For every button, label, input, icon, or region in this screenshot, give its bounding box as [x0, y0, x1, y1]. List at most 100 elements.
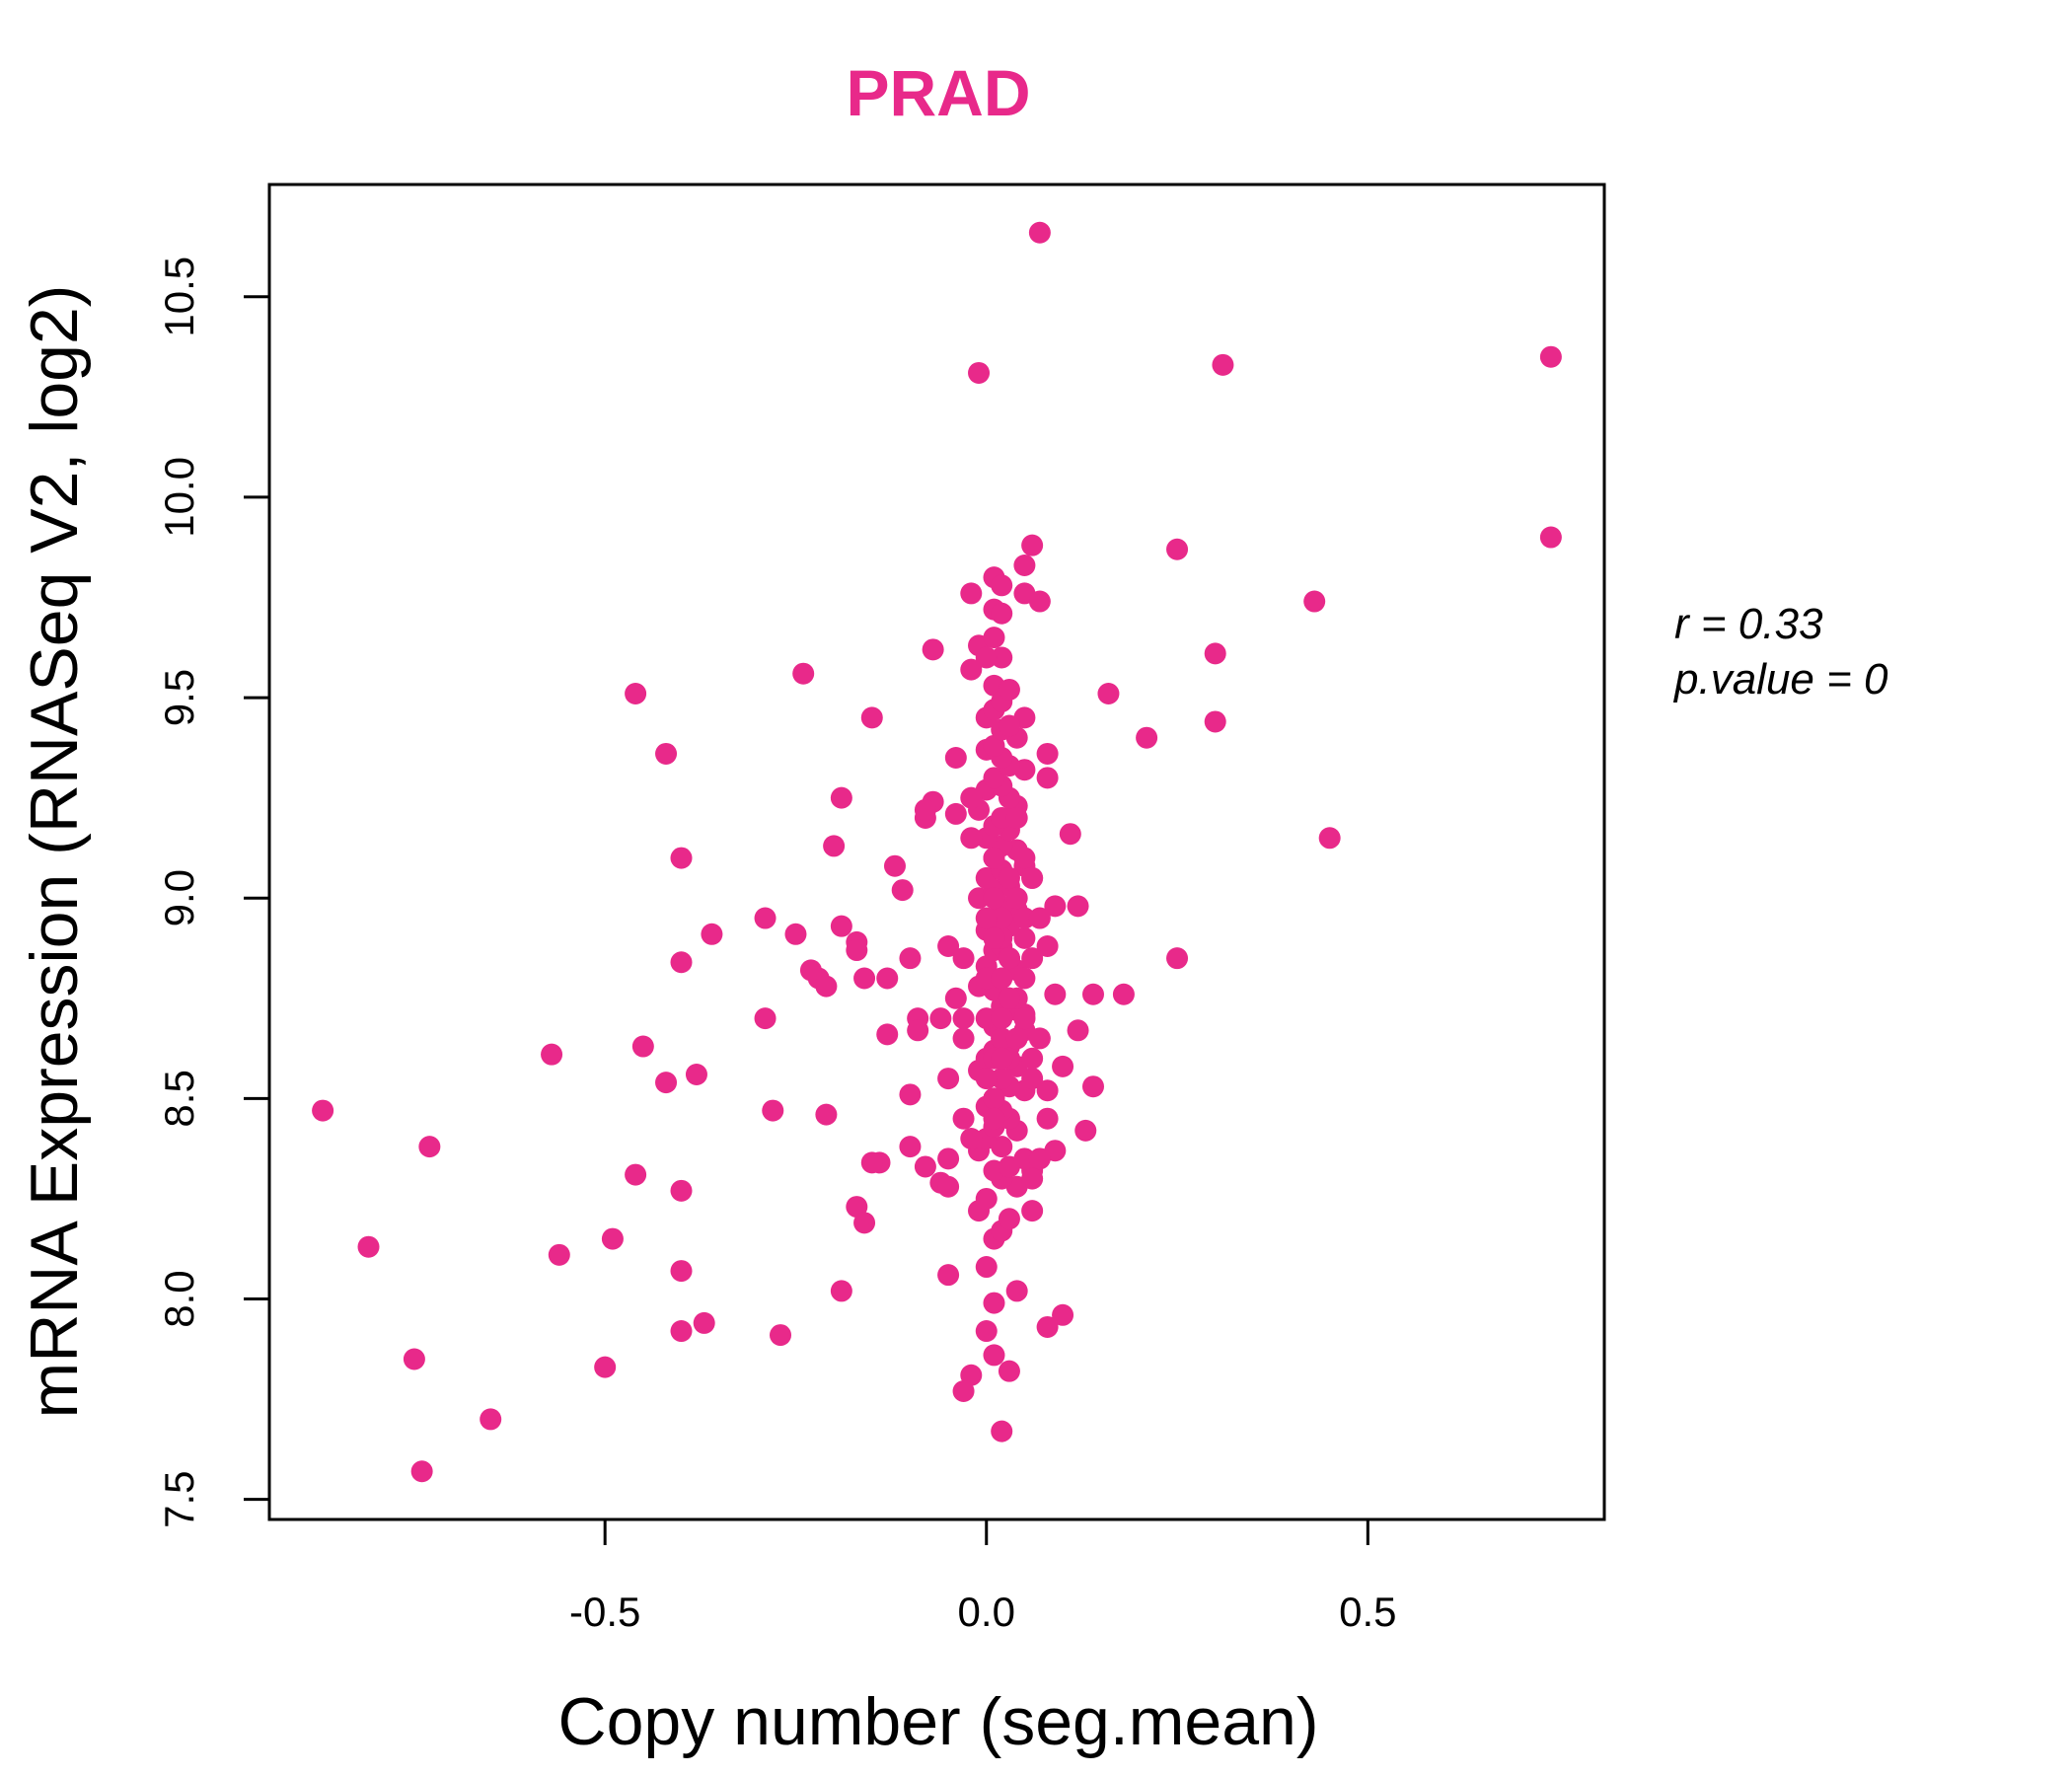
- data-point: [975, 1256, 998, 1279]
- data-point: [960, 827, 983, 850]
- data-point: [1539, 526, 1562, 549]
- data-point: [991, 1420, 1013, 1443]
- data-point: [1052, 1303, 1074, 1326]
- data-point: [883, 854, 906, 877]
- data-point: [1067, 1019, 1089, 1042]
- data-point: [1013, 926, 1036, 949]
- y-axis-label: mRNA Expression (RNASeq V2, log2): [17, 285, 92, 1419]
- data-point: [1021, 1200, 1044, 1222]
- data-point: [991, 1027, 1013, 1050]
- data-point: [1036, 1315, 1059, 1338]
- data-point: [991, 907, 1013, 929]
- data-point: [1318, 827, 1341, 850]
- data-point: [983, 627, 1005, 649]
- data-point: [1005, 1280, 1028, 1302]
- data-point: [983, 767, 1005, 789]
- data-point: [670, 1179, 693, 1202]
- y-axis: 7.5 8.0 8.5 9.0 9.5 10.0 10.5: [156, 257, 271, 1528]
- data-point: [685, 1064, 707, 1085]
- data-point: [1021, 1167, 1044, 1190]
- data-point: [655, 1072, 678, 1094]
- data-point: [1204, 710, 1226, 733]
- data-point: [784, 923, 807, 945]
- data-point: [418, 1136, 441, 1158]
- correlation-r-label: r = 0.33: [1674, 600, 1823, 648]
- data-point: [403, 1348, 425, 1370]
- data-point: [899, 947, 922, 970]
- data-point: [968, 361, 991, 384]
- data-point: [952, 1007, 975, 1030]
- data-point: [983, 926, 1005, 949]
- data-point: [983, 1087, 1005, 1110]
- data-point: [891, 879, 914, 902]
- x-axis-label: Copy number (seg.mean): [557, 1684, 1318, 1759]
- data-point: [631, 1035, 654, 1058]
- data-point: [998, 987, 1020, 1009]
- data-point: [998, 1360, 1020, 1382]
- data-point: [1013, 907, 1036, 929]
- data-point: [960, 658, 983, 681]
- data-point: [670, 951, 693, 974]
- data-point: [1097, 683, 1120, 705]
- data-point: [1074, 1119, 1097, 1142]
- data-point: [937, 1068, 960, 1090]
- x-axis: -0.5 0.0 0.5: [569, 1517, 1397, 1635]
- data-point: [860, 706, 883, 729]
- data-point: [770, 1324, 792, 1347]
- data-point: [853, 1212, 876, 1234]
- data-point: [1136, 726, 1158, 749]
- data-point: [937, 1264, 960, 1287]
- data-point: [907, 1019, 929, 1042]
- data-point: [922, 638, 944, 661]
- data-point: [983, 1292, 1005, 1314]
- data-point: [991, 646, 1013, 669]
- chart-title: PRAD: [846, 56, 1030, 129]
- data-point: [975, 967, 998, 990]
- x-tick-label: 0.5: [1339, 1589, 1396, 1635]
- data-point: [1112, 983, 1135, 1005]
- data-point: [1036, 742, 1059, 765]
- data-point: [998, 1208, 1020, 1230]
- data-point: [1028, 1147, 1051, 1170]
- y-tick-label: 10.0: [156, 457, 202, 538]
- data-point: [952, 1027, 975, 1050]
- data-point: [1052, 1055, 1074, 1077]
- data-point: [937, 1147, 960, 1170]
- plot-area-frame: [267, 183, 1606, 1521]
- y-tick-label: 7.5: [156, 1470, 202, 1527]
- data-point: [754, 1007, 777, 1030]
- data-point: [312, 1099, 334, 1122]
- data-point: [1013, 1147, 1036, 1170]
- data-point: [1028, 221, 1051, 244]
- data-point: [1013, 967, 1036, 990]
- y-tick-label: 9.5: [156, 669, 202, 726]
- data-point: [754, 907, 777, 929]
- data-point: [944, 747, 967, 770]
- data-point: [670, 1320, 693, 1343]
- data-point: [1166, 538, 1189, 560]
- data-point: [1036, 1079, 1059, 1102]
- data-point: [1013, 847, 1036, 869]
- data-point: [975, 646, 998, 669]
- data-point: [815, 1103, 838, 1126]
- data-point: [1028, 1027, 1051, 1050]
- data-point: [876, 967, 899, 990]
- data-point: [991, 967, 1013, 990]
- data-point: [998, 866, 1020, 889]
- data-point: [952, 1107, 975, 1130]
- data-point: [1044, 983, 1067, 1005]
- y-tick-label: 10.5: [156, 257, 202, 337]
- data-point: [998, 947, 1020, 970]
- data-point: [929, 1007, 952, 1030]
- data-point: [975, 907, 998, 929]
- y-tick-label: 8.0: [156, 1270, 202, 1327]
- data-point: [991, 1068, 1013, 1090]
- data-point: [693, 1311, 715, 1334]
- data-point: [975, 1007, 998, 1030]
- data-point: [1021, 1047, 1044, 1070]
- data-point: [541, 1043, 563, 1066]
- data-point: [975, 1320, 998, 1343]
- data-point: [914, 1155, 936, 1178]
- data-point: [1021, 534, 1044, 556]
